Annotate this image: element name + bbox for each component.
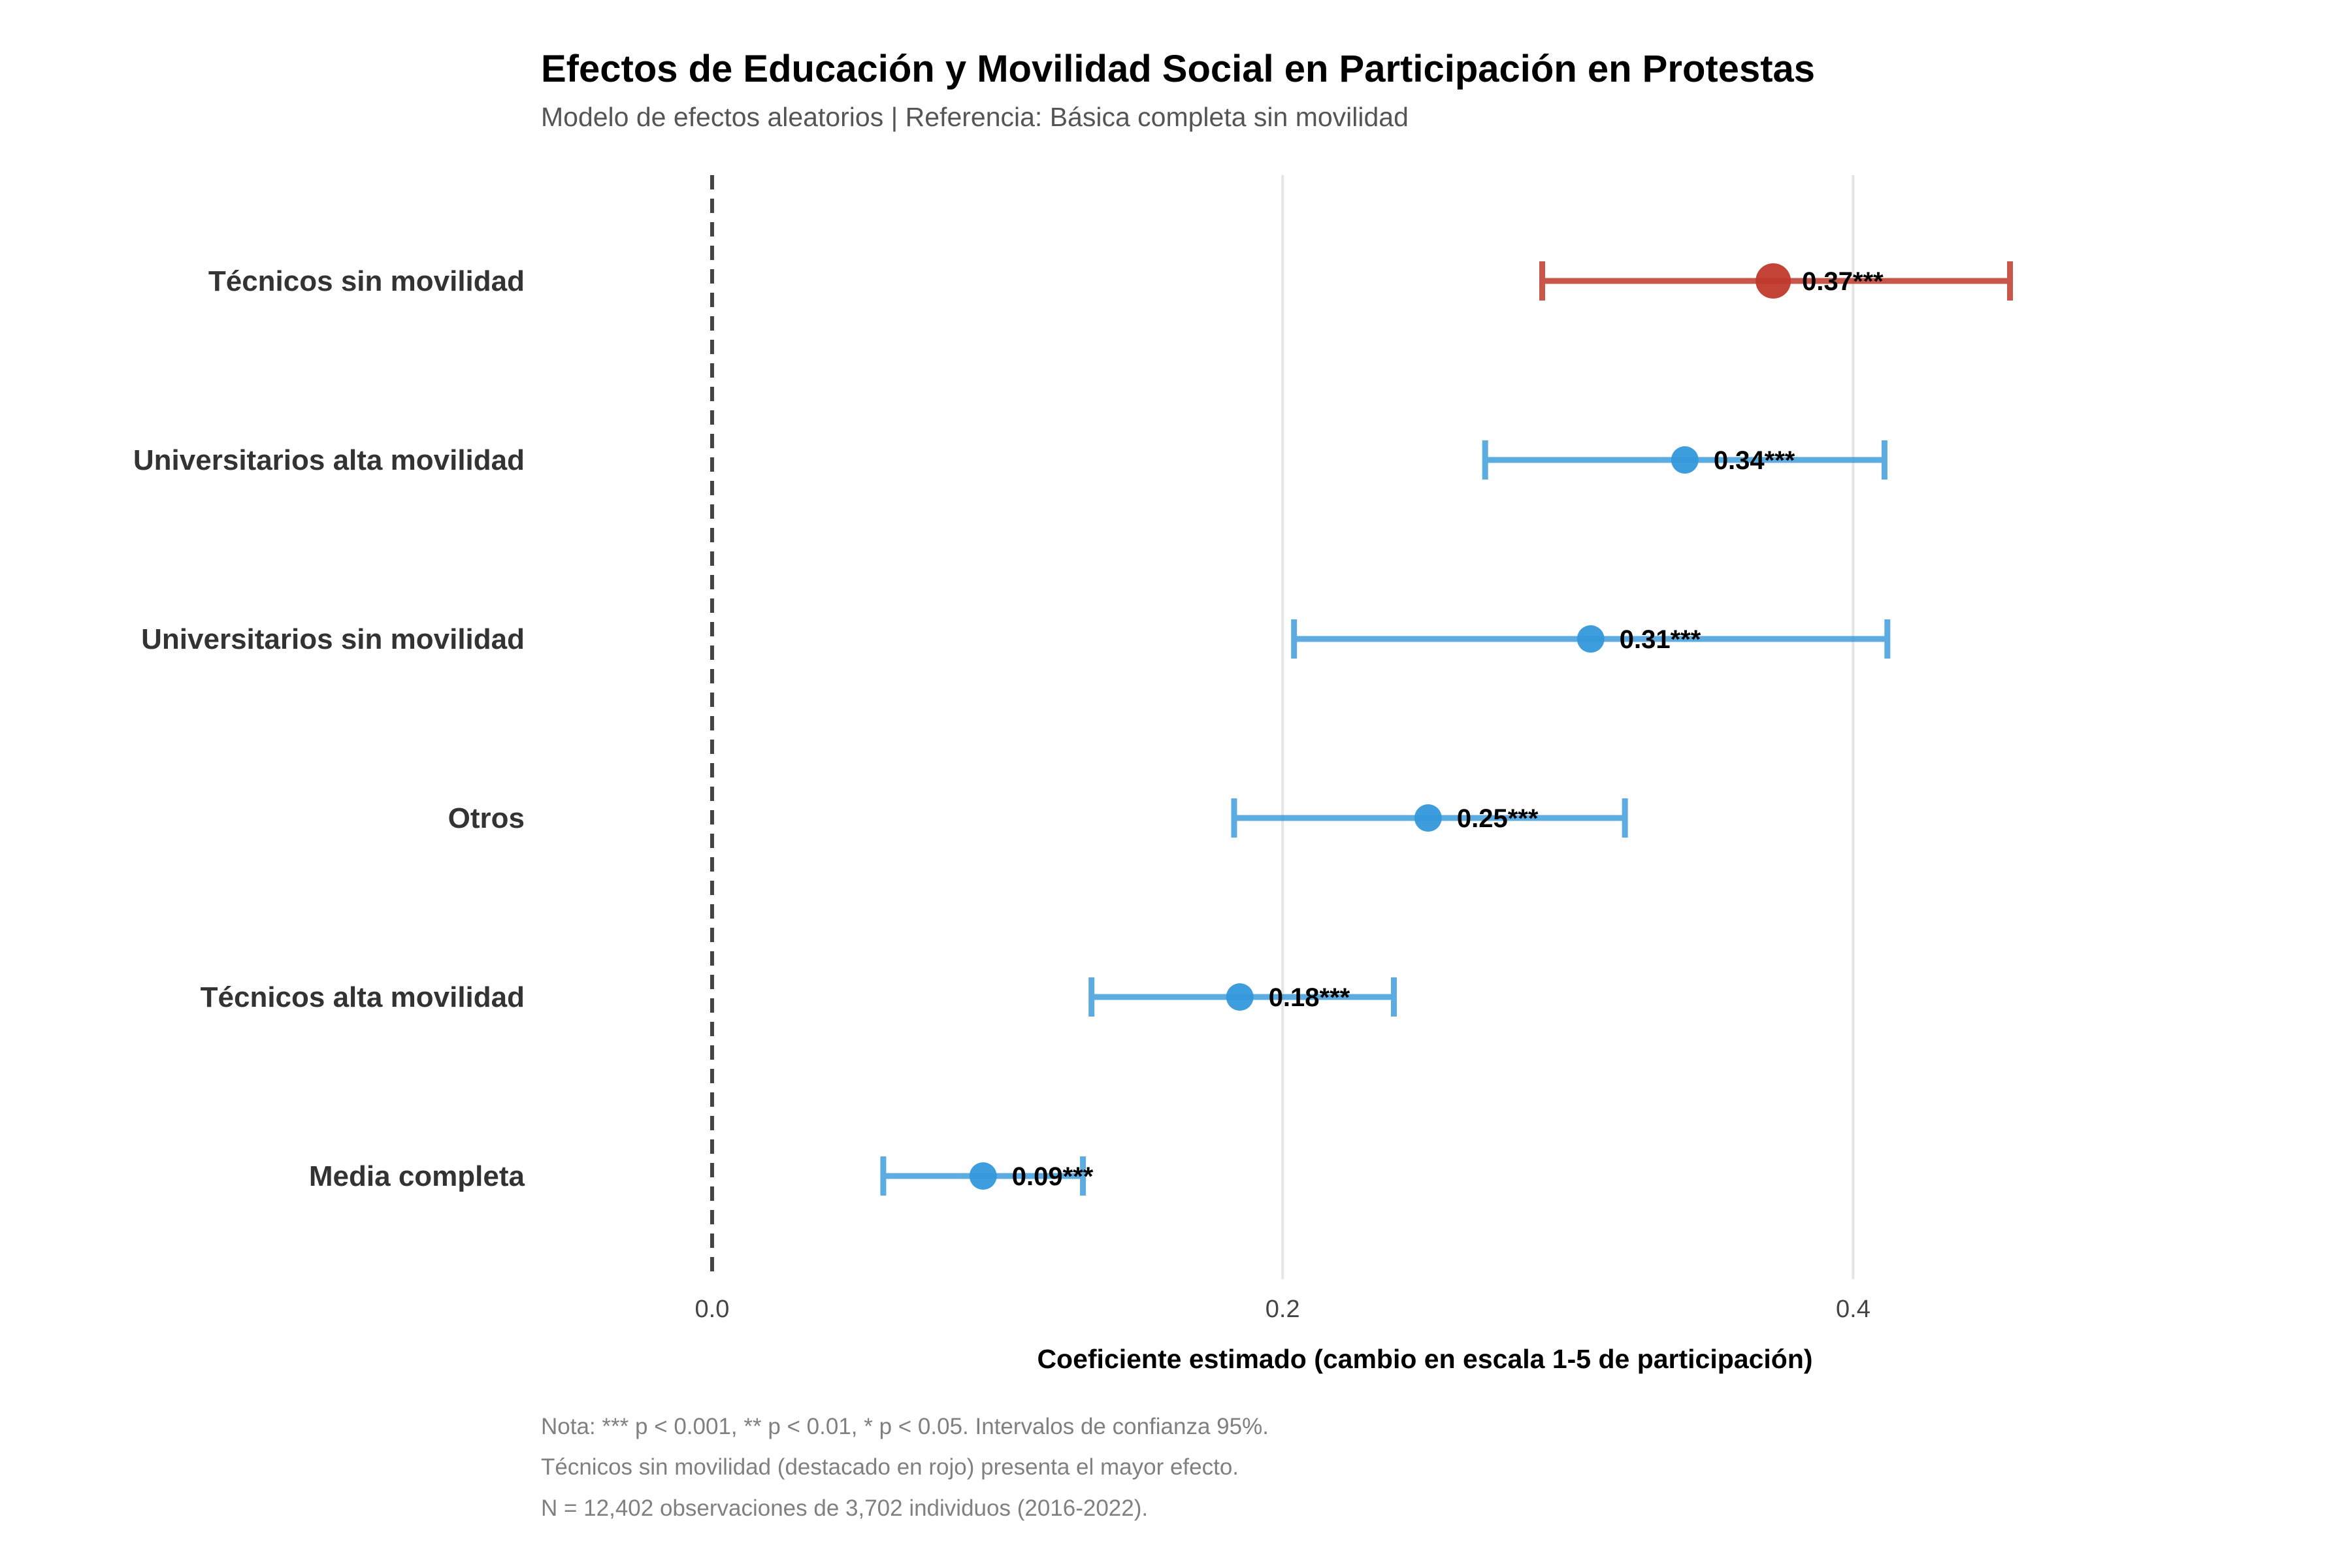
point-estimate <box>969 1162 997 1190</box>
point-estimate <box>1414 804 1442 832</box>
note-line-1: Nota: *** p < 0.001, ** p < 0.01, * p < … <box>541 1414 1269 1439</box>
value-label: 0.09*** <box>1012 1162 1094 1191</box>
category-label: Universitarios alta movilidad <box>133 444 525 476</box>
data-marks: 0.37*** 0.34*** 0.31*** 0.25*** 0.18*** 0.09*… <box>880 261 2014 1196</box>
value-label: 0.37*** <box>1802 267 1884 296</box>
chart-title: Efectos de Educación y Movilidad Social … <box>541 48 1815 90</box>
x-tick-label: 0.4 <box>1836 1296 1870 1323</box>
point-estimate <box>1756 263 1791 299</box>
value-label: 0.34*** <box>1714 446 1795 475</box>
category-label: Técnicos alta movilidad <box>201 981 525 1013</box>
category-labels: Técnicos sin movilidad Universitarios alt… <box>133 265 525 1192</box>
gridlines <box>1281 175 1855 1279</box>
note-line-3: N = 12,402 observaciones de 3,702 indivi… <box>541 1495 1148 1521</box>
value-label: 0.31*** <box>1620 625 1701 654</box>
x-tick-labels: 0.0 0.2 0.4 <box>695 1296 1870 1323</box>
value-label: 0.25*** <box>1457 804 1539 833</box>
chart-subtitle: Modelo de efectos aleatorios | Referenci… <box>541 102 1409 132</box>
x-tick-label: 0.2 <box>1266 1296 1300 1323</box>
category-label: Media completa <box>309 1160 525 1192</box>
category-label: Otros <box>448 802 525 834</box>
category-label: Universitarios sin movilidad <box>141 623 525 655</box>
x-tick-label: 0.0 <box>695 1296 730 1323</box>
point-estimate <box>1226 983 1254 1011</box>
point-estimate <box>1671 446 1699 474</box>
x-axis-label: Coeficiente estimado (cambio en escala 1… <box>1037 1344 1812 1374</box>
category-label: Técnicos sin movilidad <box>208 265 525 297</box>
note-line-2: Técnicos sin movilidad (destacado en roj… <box>541 1454 1239 1480</box>
point-estimate <box>1576 625 1605 653</box>
value-label: 0.18*** <box>1269 983 1350 1012</box>
